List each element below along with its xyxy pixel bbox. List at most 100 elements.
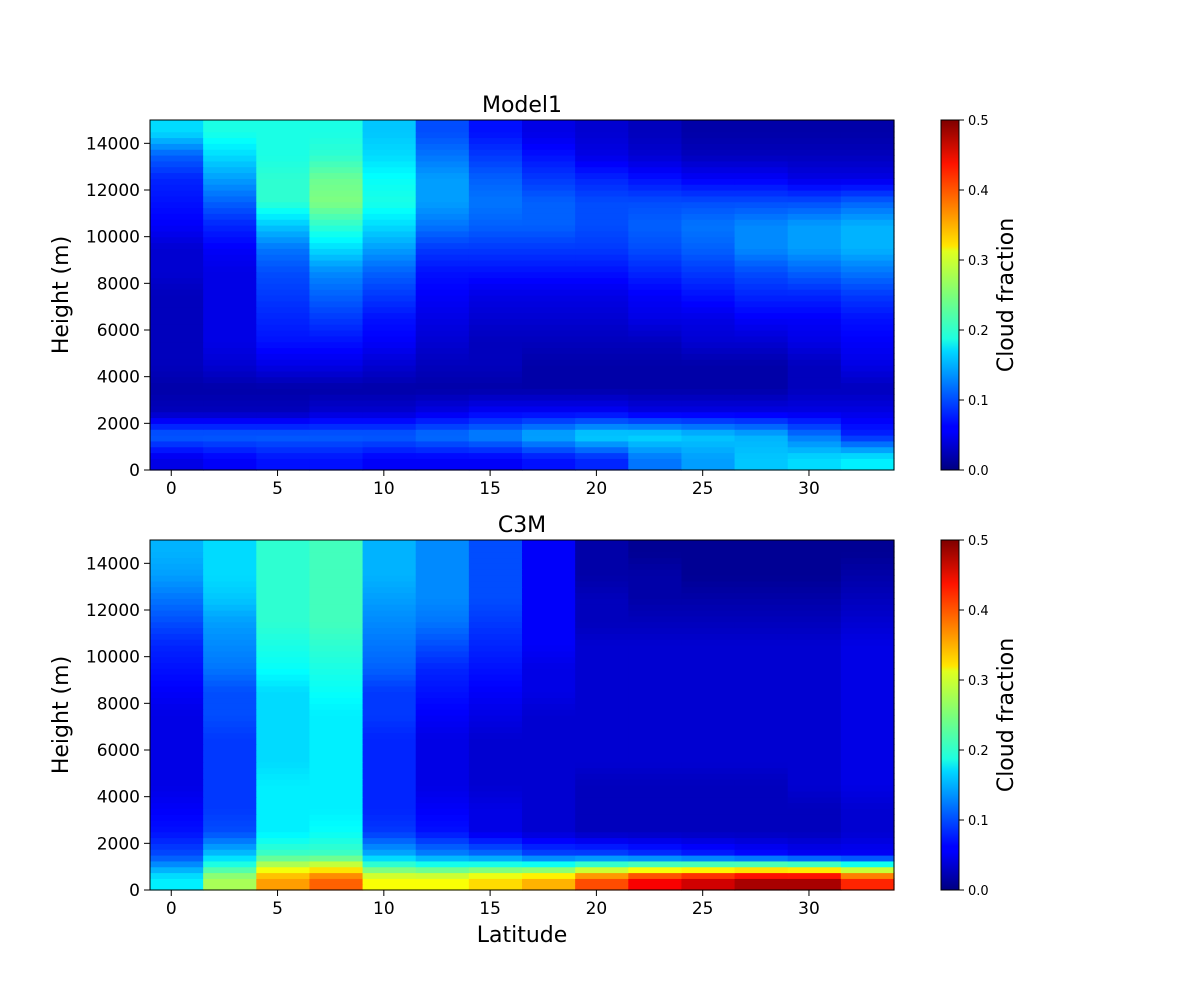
heatmap-cell bbox=[840, 195, 895, 203]
heatmap-cell bbox=[468, 744, 523, 751]
heatmap-cell bbox=[468, 271, 523, 279]
heatmap-cell bbox=[256, 452, 311, 459]
heatmap-cell bbox=[150, 236, 204, 244]
heatmap-cell bbox=[203, 674, 257, 681]
heatmap-cell bbox=[362, 155, 417, 162]
heatmap-cell bbox=[734, 878, 789, 885]
heatmap-cell bbox=[362, 755, 417, 763]
heatmap-cell bbox=[468, 773, 523, 780]
heatmap-cell bbox=[150, 656, 204, 664]
heatmap-cell bbox=[309, 761, 364, 769]
heatmap-cell bbox=[734, 639, 789, 646]
heatmap-cell bbox=[575, 820, 629, 827]
y-tick-label: 10000 bbox=[86, 648, 140, 668]
heatmap-cell bbox=[840, 837, 895, 844]
y-tick-label: 12000 bbox=[86, 601, 140, 621]
heatmap-cell bbox=[734, 370, 789, 378]
heatmap-cell bbox=[468, 831, 523, 839]
heatmap-cell bbox=[468, 149, 523, 156]
heatmap-cell bbox=[150, 370, 204, 378]
y-tick-label: 6000 bbox=[97, 321, 140, 341]
heatmap-cell bbox=[840, 563, 895, 570]
heatmap-cell bbox=[628, 137, 683, 144]
heatmap-cell bbox=[628, 738, 683, 745]
heatmap-cell bbox=[150, 872, 204, 879]
heatmap-cell bbox=[309, 382, 364, 389]
heatmap-cell bbox=[628, 429, 683, 436]
heatmap-cell bbox=[256, 563, 311, 570]
heatmap-cell bbox=[681, 324, 736, 331]
heatmap-cell bbox=[203, 120, 257, 127]
heatmap-cell bbox=[309, 639, 364, 646]
heatmap-cell bbox=[787, 715, 842, 722]
heatmap-cell bbox=[203, 779, 257, 786]
heatmap-cell bbox=[256, 580, 311, 588]
heatmap-cell bbox=[787, 394, 842, 401]
heatmap-cell bbox=[681, 411, 736, 419]
heatmap-cell bbox=[840, 831, 895, 839]
heatmap-cell bbox=[256, 330, 311, 337]
heatmap-cell bbox=[468, 732, 523, 739]
heatmap-cell bbox=[468, 639, 523, 646]
heatmap-cell bbox=[203, 860, 257, 868]
heatmap-cell bbox=[628, 545, 683, 553]
heatmap-cell bbox=[150, 254, 204, 261]
heatmap-cell bbox=[681, 376, 736, 384]
heatmap-cell bbox=[575, 429, 629, 436]
heatmap-cell bbox=[309, 254, 364, 261]
heatmap-cell bbox=[681, 685, 736, 693]
heatmap-cell bbox=[150, 359, 204, 366]
heatmap-cell bbox=[256, 703, 311, 710]
heatmap-cell bbox=[256, 720, 311, 728]
heatmap-cell bbox=[150, 773, 204, 780]
heatmap-cell bbox=[522, 668, 576, 675]
heatmap-cell bbox=[415, 178, 470, 185]
heatmap-cell bbox=[787, 872, 842, 879]
heatmap-cell bbox=[628, 440, 683, 448]
heatmap-cell bbox=[734, 190, 789, 197]
heatmap-cell bbox=[734, 131, 789, 139]
heatmap-cell bbox=[575, 866, 629, 874]
heatmap-cell bbox=[468, 405, 523, 413]
heatmap-cell bbox=[362, 306, 417, 314]
heatmap-cell bbox=[575, 335, 629, 343]
heatmap-cell bbox=[415, 405, 470, 413]
heatmap-cell bbox=[628, 633, 683, 640]
heatmap-cell bbox=[415, 160, 470, 168]
heatmap-cell bbox=[840, 382, 895, 389]
heatmap-cell bbox=[150, 575, 204, 582]
heatmap-cell bbox=[522, 265, 576, 273]
heatmap-cell bbox=[362, 435, 417, 442]
heatmap-cell bbox=[628, 796, 683, 804]
heatmap-cell bbox=[256, 324, 311, 331]
heatmap-cell bbox=[309, 662, 364, 669]
heatmap-cell bbox=[575, 814, 629, 821]
colorbar-ticks: 0.00.10.20.30.40.5 bbox=[959, 114, 989, 479]
heatmap-cell bbox=[362, 394, 417, 401]
heatmap-cell bbox=[681, 825, 736, 833]
heatmap-cell bbox=[522, 230, 576, 238]
heatmap-cell bbox=[522, 639, 576, 646]
heatmap-cell bbox=[362, 411, 417, 419]
heatmap-cell bbox=[362, 172, 417, 179]
heatmap-cell bbox=[150, 230, 204, 238]
heatmap-cell bbox=[840, 405, 895, 413]
heatmap-cell bbox=[256, 569, 311, 576]
heatmap-cell bbox=[681, 155, 736, 162]
heatmap-cell bbox=[840, 738, 895, 745]
heatmap-cell bbox=[522, 382, 576, 389]
heatmap-cell bbox=[362, 300, 417, 308]
heatmap-cell bbox=[628, 260, 683, 267]
heatmap-cell bbox=[415, 137, 470, 144]
heatmap-cell bbox=[681, 417, 736, 424]
heatmap-cell bbox=[309, 732, 364, 739]
heatmap-cell bbox=[628, 598, 683, 605]
heatmap-cell bbox=[575, 761, 629, 769]
heatmap-cell bbox=[256, 615, 311, 623]
heatmap-cell bbox=[309, 160, 364, 168]
heatmap-cell bbox=[256, 709, 311, 716]
heatmap-cell bbox=[203, 773, 257, 780]
heatmap-cell bbox=[256, 271, 311, 279]
heatmap-cell bbox=[415, 796, 470, 804]
heatmap-cell bbox=[203, 195, 257, 203]
